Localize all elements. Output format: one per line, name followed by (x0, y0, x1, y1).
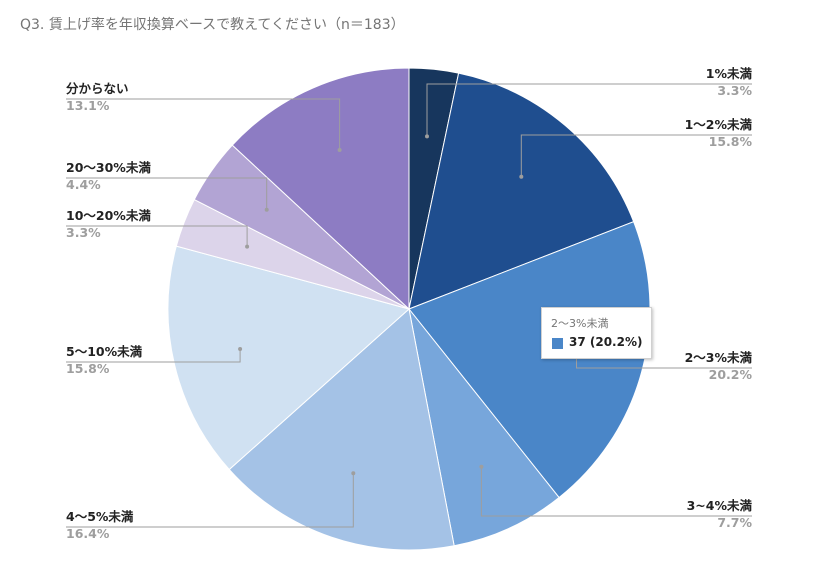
slice-category-label: 4～5%未満 (66, 509, 134, 524)
slice-category-label: 分からない (66, 81, 129, 96)
slice-category-label: 1～2%未満 (685, 117, 753, 132)
slice-label-2: 1～2%未満 15.8% (519, 117, 752, 179)
slice-percent-label: 15.8% (709, 134, 753, 149)
leader-line (66, 225, 248, 247)
slice-5[interactable] (228, 308, 455, 551)
hover-tooltip: 2～3%未満 37 (20.2%) (541, 307, 652, 359)
slice-6[interactable] (167, 245, 411, 471)
leader-dot (245, 244, 250, 249)
slice-percent-label: 13.1% (66, 98, 110, 113)
leader-line (66, 473, 354, 528)
slice-label-9: 分からない 13.1% (66, 81, 342, 152)
chart-title: Q3. 賃上げ率を年収換算ベースで教えてください（n＝183） (20, 17, 405, 33)
slice-category-label: 1%未満 (706, 66, 753, 81)
leader-dot (425, 134, 429, 139)
slice-percent-label: 7.7% (717, 515, 752, 530)
tooltip-title: 2～3%未満 (551, 317, 609, 330)
leader-dot (479, 464, 484, 469)
slice-percent-label: 16.4% (66, 526, 110, 541)
slice-category-label: 20～30%未満 (66, 160, 151, 175)
slice-4[interactable] (408, 308, 560, 547)
slice-percent-label: 20.2% (709, 367, 753, 382)
slice-label-8: 20～30%未満 4.4% (66, 160, 269, 212)
slice-label-7: 10～20%未満 3.3% (66, 208, 250, 249)
slice-3[interactable] (408, 221, 651, 499)
pie-slices (167, 67, 651, 551)
slice-category-label: 5～10%未満 (66, 344, 143, 359)
tooltip-color-swatch (552, 338, 563, 349)
slice-label-3: 2～3%未満 20.2% (574, 350, 753, 382)
leader-line (66, 98, 341, 150)
slice-percent-label: 3.3% (717, 83, 752, 98)
leader-dot (264, 207, 269, 212)
slice-percent-label: 15.8% (66, 361, 110, 376)
slice-category-label: 10～20%未満 (66, 208, 151, 223)
leader-dot (351, 471, 356, 476)
slice-9[interactable] (231, 67, 410, 311)
slice-2[interactable] (408, 72, 635, 310)
slice-label-5: 4～5%未満 16.4% (66, 471, 356, 541)
leader-line (520, 134, 752, 177)
slice-percent-label: 4.4% (66, 177, 101, 192)
leader-line (426, 83, 752, 137)
leader-dot (238, 347, 243, 351)
leader-line (480, 466, 752, 517)
slice-label-4: 3~4%未満 7.7% (479, 464, 753, 530)
slice-category-label: 3~4%未満 (687, 498, 753, 513)
tooltip-value: 37 (20.2%) (569, 335, 643, 349)
slice-label-1: 1%未満 3.3% (425, 66, 753, 139)
slice-category-label: 2～3%未満 (685, 350, 753, 365)
leader-line (66, 177, 268, 210)
slice-percent-label: 3.3% (66, 225, 101, 240)
leader-dot (519, 174, 524, 179)
leader-dot (337, 148, 342, 152)
pie-labels: 1%未満 3.3% 1～2%未満 15.8% 2～3%未満 20.2% 3~4%未満 7.7%… (66, 66, 752, 541)
slice-label-6: 5～10%未満 15.8% (66, 344, 243, 376)
leader-line (66, 349, 241, 363)
